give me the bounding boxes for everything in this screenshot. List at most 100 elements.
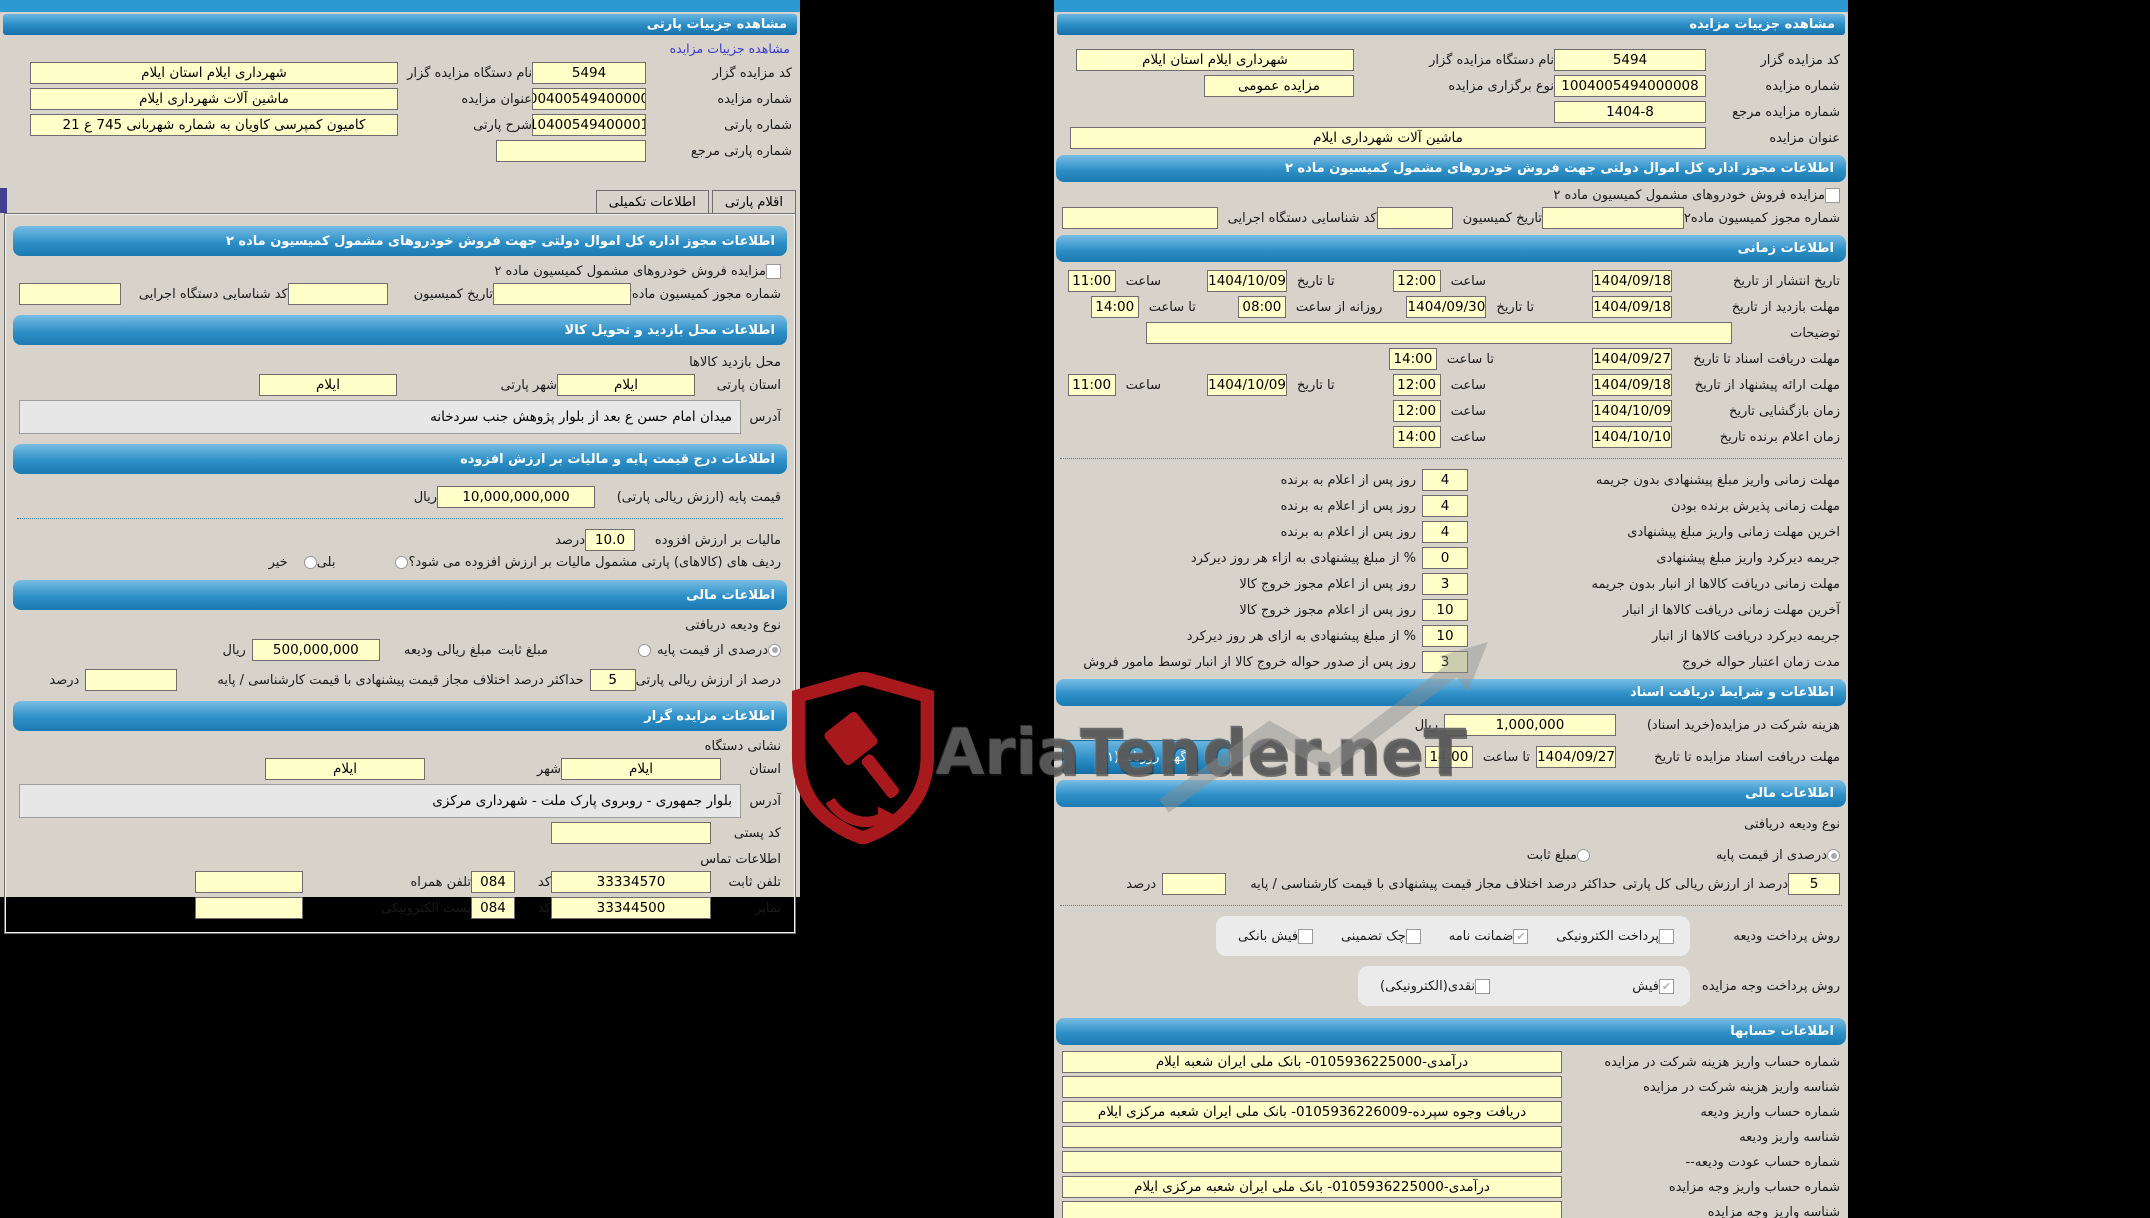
electronic-payment-checkbox[interactable] [1659, 928, 1674, 944]
deposit-fixed-label: مبلغ ثابت [1526, 848, 1578, 863]
visit-to-date-field[interactable]: 1404/09/30 [1406, 296, 1487, 318]
visit-from-time-field[interactable]: 08:00 [1237, 296, 1286, 318]
max-diff-field[interactable] [1162, 873, 1227, 895]
vat-no-radio[interactable] [303, 556, 317, 569]
auction-number-field[interactable]: 1004005494000008 [1554, 75, 1706, 97]
auction-number-field[interactable]: 1004005494000008 [532, 88, 646, 110]
auction-type-field[interactable]: مزایده عمومی [1204, 75, 1354, 97]
party-desc-label: شرح پارتی [473, 117, 532, 133]
docs-receive-date-field[interactable]: 1404/09/27 [1536, 746, 1616, 768]
agency-city-field[interactable]: ایلام [265, 758, 425, 780]
certified-check-checkbox[interactable] [1405, 928, 1421, 944]
permit-number-field[interactable] [1542, 207, 1684, 229]
deadline-value-field[interactable]: 0 [1422, 547, 1468, 569]
percent-value-field[interactable]: 5 [589, 669, 636, 691]
view-auction-details-link[interactable]: مشاهده جزییات مزایده [669, 41, 790, 56]
commission-date-field[interactable] [1376, 207, 1453, 229]
offer-from-date-field[interactable]: 1404/09/18 [1592, 374, 1672, 396]
opening-time-field[interactable]: 12:00 [1392, 400, 1441, 422]
deposit-amount-field[interactable]: 500,000,000 [251, 639, 380, 661]
deadline-value-field[interactable]: 10 [1422, 599, 1468, 621]
opening-date-field[interactable]: 1404/10/09 [1592, 400, 1672, 422]
account-field[interactable] [1062, 1126, 1562, 1148]
visit-address-field[interactable]: میدان امام حسن ع بعد از بلوار پژوهش جنب … [19, 400, 741, 434]
bank-receipt-label: فیش بانکی [1238, 928, 1299, 944]
docs-deadline-time-field[interactable]: 14:00 [1388, 348, 1437, 370]
deadline-value-field[interactable]: 3 [1422, 651, 1468, 673]
vat-field[interactable]: 10.0 [585, 529, 635, 551]
account-field[interactable] [1062, 1151, 1562, 1173]
party-number-field[interactable]: 1104005494000018 [532, 114, 646, 136]
offer-deadline-label: مهلت ارائه پیشنهاد از تاریخ [1694, 377, 1840, 393]
docs-receive-time-field[interactable]: 14:00 [1424, 746, 1473, 768]
deadline-value-field[interactable]: 4 [1422, 469, 1468, 491]
percent-value-field[interactable]: 5 [1788, 873, 1840, 895]
permit-number-field[interactable] [493, 283, 631, 305]
receipt-checkbox[interactable] [1659, 978, 1674, 994]
account-field[interactable]: درآمدی-0105936225000- بانک ملی ایران شعب… [1062, 1176, 1562, 1198]
article2-checkbox[interactable] [766, 264, 781, 279]
postal-code-field[interactable] [551, 822, 711, 844]
party-ref-field[interactable] [496, 140, 646, 162]
description-field[interactable] [1146, 322, 1732, 344]
auctioneer-code-field[interactable]: 5494 [532, 62, 646, 84]
phone-field[interactable]: 33334570 [551, 871, 711, 893]
publish-to-time-field[interactable]: 11:00 [1067, 270, 1116, 292]
email-field[interactable] [195, 897, 303, 919]
visit-from-date-field[interactable]: 1404/09/18 [1592, 296, 1672, 318]
offer-to-date-field[interactable]: 1404/10/09 [1207, 374, 1288, 396]
docs-deadline-date-field[interactable]: 1404/09/27 [1592, 348, 1672, 370]
account-field[interactable]: دریافت وجوه سپرده-0105936226009- بانک مل… [1062, 1101, 1562, 1123]
deposit-percent-radio[interactable] [1827, 849, 1840, 862]
guarantee-letter-checkbox[interactable] [1513, 928, 1529, 944]
cash-electronic-checkbox[interactable] [1475, 978, 1491, 994]
auction-title-field[interactable]: ماشین آلات شهرداری ایلام [1070, 127, 1706, 149]
party-city-field[interactable]: ایلام [259, 374, 397, 396]
publish-from-date-field[interactable]: 1404/09/18 [1592, 270, 1672, 292]
account-field[interactable] [1062, 1201, 1562, 1218]
vat-yes-radio[interactable] [395, 556, 409, 569]
publish-from-time-field[interactable]: 12:00 [1392, 270, 1441, 292]
tab-party-items[interactable]: اقلام پارتی [711, 190, 796, 213]
agency-province-field[interactable]: ایلام [561, 758, 721, 780]
deposit-fixed-radio[interactable] [1577, 849, 1591, 862]
winner-date-field[interactable]: 1404/10/10 [1592, 426, 1672, 448]
auctioneer-name-field[interactable]: شهرداری ایلام استان ایلام [1076, 49, 1354, 71]
max-diff-field[interactable] [85, 669, 178, 691]
deadline-value-field[interactable]: 10 [1422, 625, 1468, 647]
deadline-row-5: آخرین مهلت زمانی دریافت کالاها از انبار … [1054, 599, 1848, 621]
participation-fee-field[interactable]: 1,000,000 [1444, 714, 1616, 736]
fax-code-field[interactable]: 084 [471, 897, 515, 919]
visit-to-time-field[interactable]: 14:00 [1090, 296, 1139, 318]
tab-extra-info[interactable]: اطلاعات تکمیلی [595, 190, 709, 213]
publish-to-date-field[interactable]: 1404/10/09 [1207, 270, 1288, 292]
agency-id-field[interactable] [19, 283, 121, 305]
base-price-field[interactable]: 10,000,000,000 [437, 486, 595, 508]
auction-title-field[interactable]: ماشین آلات شهرداری ایلام [30, 88, 398, 110]
commission-date-field[interactable] [287, 283, 388, 305]
fax-field[interactable]: 33344500 [551, 897, 711, 919]
deadline-value-field[interactable]: 4 [1422, 521, 1468, 543]
winner-time-field[interactable]: 14:00 [1392, 426, 1441, 448]
bank-receipt-checkbox[interactable] [1298, 928, 1314, 944]
agency-id-field[interactable] [1061, 207, 1218, 229]
party-number-label: شماره پارتی [724, 117, 792, 133]
party-desc-field[interactable]: کامیون کمپرسی کاویان به شماره شهربانی 74… [30, 114, 398, 136]
party-province-field[interactable]: ایلام [557, 374, 695, 396]
deadline-value-field[interactable]: 4 [1422, 495, 1468, 517]
deposit-percent-radio[interactable] [768, 643, 781, 657]
auctioneer-name-field[interactable]: شهرداری ایلام استان ایلام [30, 62, 398, 84]
account-field[interactable]: درآمدی-0105936225000- بانک ملی ایران شعب… [1062, 1051, 1562, 1073]
article2-checkbox[interactable] [1825, 188, 1840, 203]
agency-address-field[interactable]: بلوار جمهوری - روبروی پارک ملت - شهرداری… [19, 784, 741, 818]
mobile-field[interactable] [195, 871, 303, 893]
newspaper-ad-button[interactable]: آگهی روزنامه(۱) [1062, 740, 1230, 774]
deposit-fixed-radio[interactable] [638, 643, 652, 657]
auctioneer-code-field[interactable]: 5494 [1554, 49, 1706, 71]
offer-to-time-field[interactable]: 11:00 [1067, 374, 1116, 396]
auction-ref-field[interactable]: 1404-8 [1554, 101, 1706, 123]
account-field[interactable] [1062, 1076, 1562, 1098]
phone-code-field[interactable]: 084 [471, 871, 515, 893]
offer-from-time-field[interactable]: 12:00 [1392, 374, 1441, 396]
deadline-value-field[interactable]: 3 [1422, 573, 1468, 595]
